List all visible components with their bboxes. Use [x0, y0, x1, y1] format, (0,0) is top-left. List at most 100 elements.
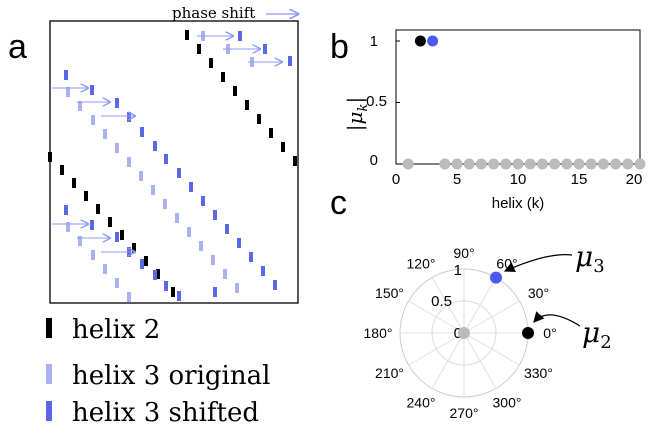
helix3-shifted-mark	[237, 238, 241, 248]
helix2-mark	[233, 86, 237, 96]
helix2-mark	[185, 30, 189, 40]
data-point	[414, 35, 426, 47]
angle-label: 0°	[543, 325, 556, 341]
xtick-20: 20	[626, 171, 643, 188]
data-point	[622, 158, 634, 170]
angle-label: 90°	[453, 245, 474, 261]
helix3-shifted-mark	[189, 182, 193, 192]
helix3-shifted-mark	[90, 220, 94, 230]
ytick-0-5: 0.5	[366, 93, 387, 110]
helix3-original-mark	[91, 115, 95, 125]
panel-b-ticks	[395, 40, 641, 165]
legend-helix3-shifted-label: helix 3 shifted	[72, 398, 259, 428]
data-point	[573, 158, 585, 170]
xtick-10: 10	[510, 171, 527, 188]
polar-spoke	[463, 300, 520, 334]
helix2-mark	[293, 156, 297, 166]
polar-spoke	[463, 277, 497, 334]
helix3-shifted-mark	[140, 127, 144, 137]
helix3-original-mark	[66, 87, 70, 97]
helix3-original-mark	[78, 101, 82, 111]
helix3-shifted-mark	[90, 85, 94, 95]
helix3-shifted-mark	[153, 270, 157, 280]
helix3-shifted-mark	[153, 141, 157, 151]
panel-b-ylabel: |μk|	[343, 97, 371, 131]
helix3-shifted-mark	[140, 259, 144, 269]
radial-label: 0.5	[431, 293, 452, 310]
xtick-0: 0	[392, 171, 400, 188]
helix3-original-mark	[127, 292, 131, 302]
helix3-shifted-mark	[225, 224, 229, 234]
svg-text:|μk|: |μk|	[343, 97, 371, 131]
helix3-original-mark	[223, 269, 227, 279]
helix3-original-mark	[163, 199, 167, 209]
legend-helix2-label: helix 2	[72, 315, 160, 345]
mu2-arrow	[533, 311, 581, 327]
angle-label: 30°	[528, 285, 549, 301]
xtick-15: 15	[571, 171, 588, 188]
helix3-original-mark	[66, 222, 70, 232]
data-point	[402, 158, 414, 170]
radial-label: 1	[454, 262, 462, 279]
data-point	[634, 158, 646, 170]
data-point	[439, 158, 451, 170]
helix3-original-mark	[187, 227, 191, 237]
helix3-original-mark	[235, 283, 239, 293]
legend-helix2-swatch	[46, 318, 52, 338]
helix3-original-mark	[175, 213, 179, 223]
helix3-shifted-mark	[115, 98, 119, 108]
polar-spoke	[408, 300, 465, 334]
helix3-shifted-mark	[177, 168, 181, 178]
data-point	[597, 158, 609, 170]
helix3-shifted-mark	[261, 266, 265, 276]
ytick-1: 1	[370, 33, 378, 50]
helix2-mark	[209, 58, 213, 68]
polar-spoke	[431, 332, 465, 389]
angle-label: 60°	[496, 256, 517, 272]
helix3-shifted-mark	[288, 56, 292, 66]
helix2-mark	[269, 128, 273, 138]
helix3-original-mark	[199, 241, 203, 251]
helix3-shifted-mark	[249, 252, 253, 262]
helix3-shifted-mark	[115, 232, 119, 242]
helix3-original-mark	[115, 143, 119, 153]
data-point	[488, 158, 500, 170]
helix3-original-mark	[127, 157, 131, 167]
xtick-5: 5	[453, 171, 461, 188]
helix3-original-mark	[139, 171, 143, 181]
helix2-mark	[221, 72, 225, 82]
data-point	[549, 158, 561, 170]
helix3-shifted-mark	[263, 44, 267, 54]
helix3-shifted-mark	[127, 112, 131, 122]
panel-b-points	[402, 35, 646, 170]
mu3-annotation: μ3	[575, 240, 605, 277]
helix2-mark	[120, 230, 124, 240]
data-point	[536, 158, 548, 170]
helix2-mark	[108, 217, 112, 227]
polar-point	[490, 271, 502, 284]
mu3-arrow	[503, 254, 573, 273]
panel-b-axes	[395, 29, 641, 165]
polar-spoke	[463, 332, 497, 389]
helix3-original-mark	[103, 264, 107, 274]
panel-b-letter: b	[330, 28, 349, 66]
helix3-shifted-mark	[177, 291, 181, 301]
helix2-mark	[96, 204, 100, 214]
helix2-mark	[84, 191, 88, 201]
helix3-shifted-mark	[273, 280, 277, 290]
helix3-shifted-mark	[201, 196, 205, 206]
ytick-0: 0	[370, 152, 378, 169]
helix2-mark	[48, 152, 52, 162]
helix3-shifted-mark	[213, 210, 217, 220]
helix3-shifted-mark	[213, 287, 217, 297]
angle-label: 120°	[407, 256, 436, 272]
helix2-mark	[257, 114, 261, 124]
radial-label: 0	[454, 325, 462, 342]
helix3-original-mark	[115, 278, 119, 288]
helix2-mark	[72, 178, 76, 188]
data-point	[463, 158, 475, 170]
polar-spoke	[431, 277, 465, 334]
helix3-shifted-mark	[64, 70, 68, 80]
polar-spoke	[463, 332, 520, 366]
